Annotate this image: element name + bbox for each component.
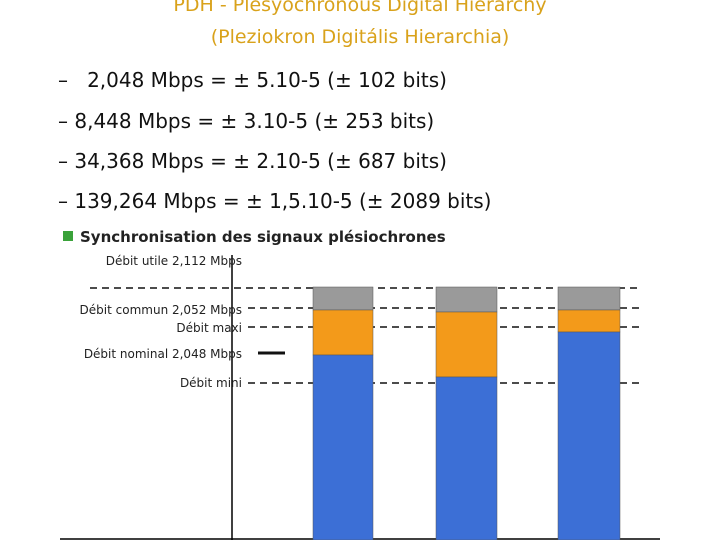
heading-marker: [63, 231, 73, 241]
level-label: Débit maxi: [176, 321, 242, 335]
level-label: Débit mini: [180, 376, 242, 390]
bar-top: [435, 286, 498, 313]
bar-top: [312, 286, 374, 311]
bar-base: [557, 331, 621, 540]
bar-base: [435, 376, 498, 540]
bullet: – 139,264 Mbps = ± 1,5.10-5 (± 2089 bits…: [58, 189, 492, 213]
bar-mid: [435, 311, 498, 378]
title: PDH - Plesyochronous Digital Hierarchy: [173, 0, 547, 16]
figure-heading: Synchronisation des signaux plésiochrone…: [80, 228, 446, 246]
bullet: – 8,448 Mbps = ± 3.10-5 (± 253 bits): [58, 109, 435, 133]
level-label: Débit utile 2,112 Mbps: [106, 254, 242, 268]
bullet: – 34,368 Mbps = ± 2.10-5 (± 687 bits): [58, 149, 447, 173]
level-label: Débit commun 2,052 Mbps: [80, 303, 242, 317]
bar-mid: [312, 309, 374, 356]
bar-mid: [557, 309, 621, 333]
bullet: – 2,048 Mbps = ± 5.10-5 (± 102 bits): [58, 68, 447, 92]
subtitle: (Pleziokron Digitális Hierarchia): [210, 26, 510, 48]
bar-base: [312, 354, 374, 540]
bar-top: [557, 286, 621, 311]
level-label: Débit nominal 2,048 Mbps: [84, 347, 242, 361]
